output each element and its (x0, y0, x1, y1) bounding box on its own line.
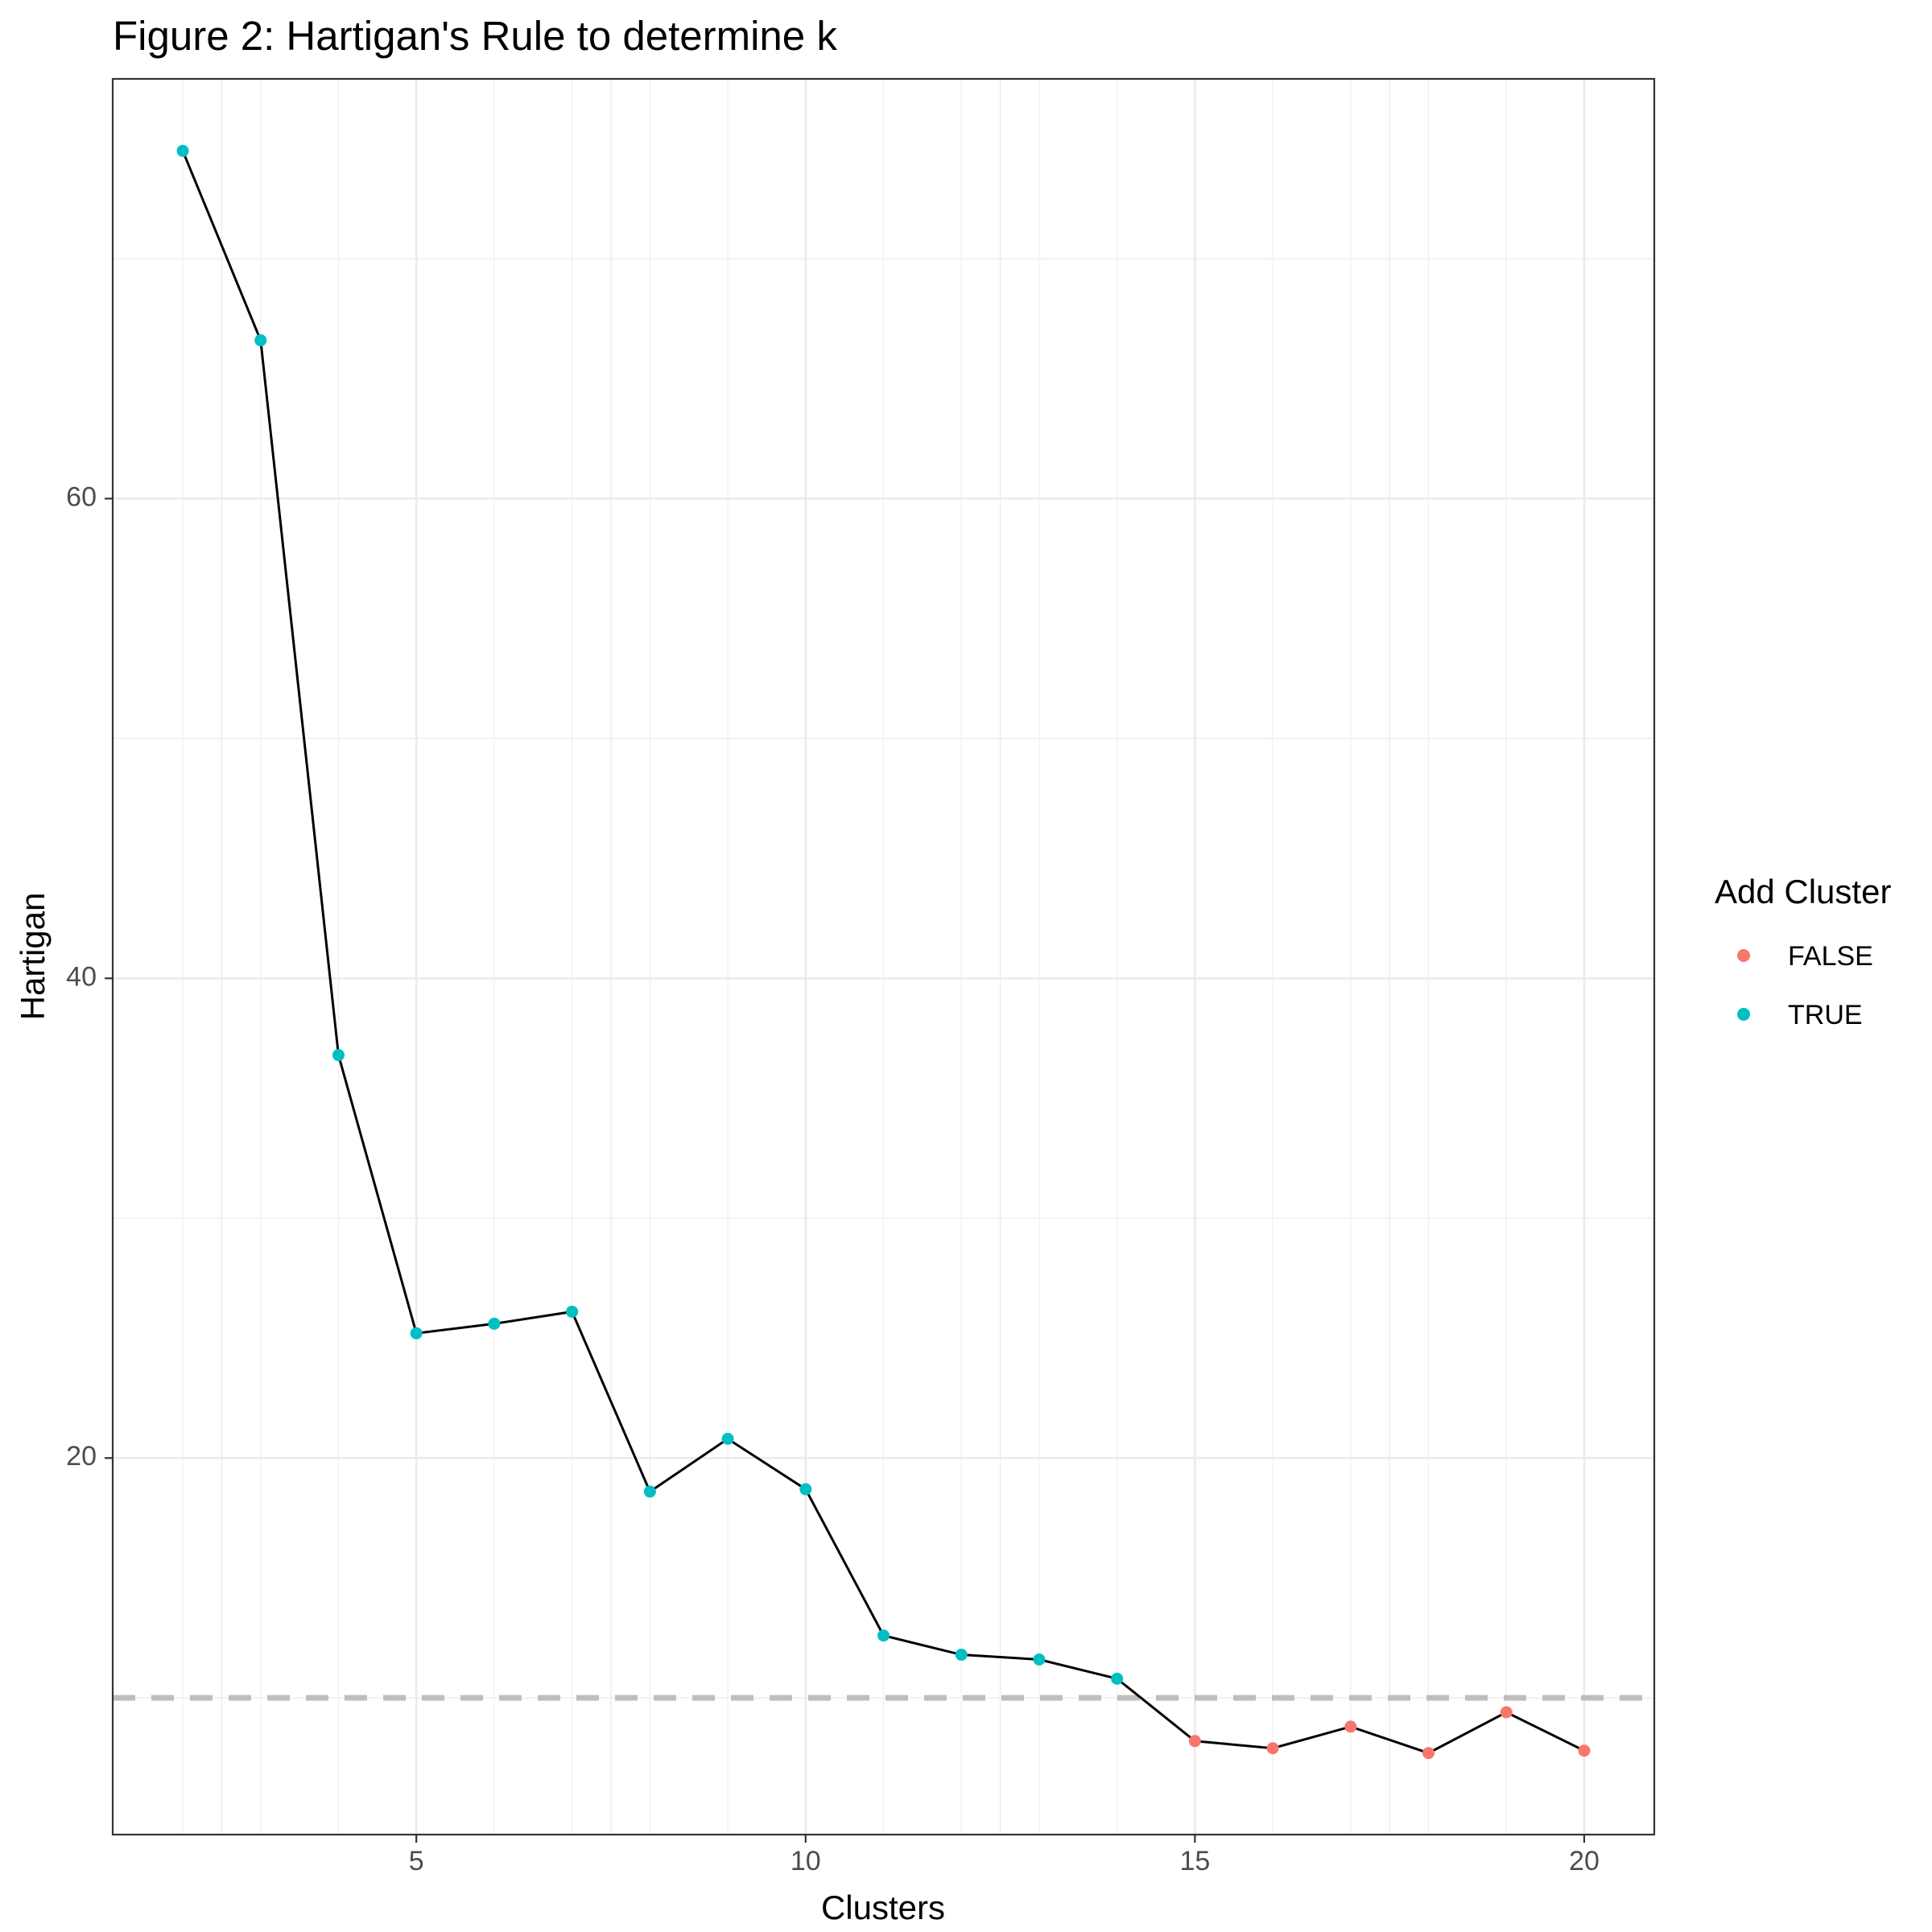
data-point-11 (877, 1629, 890, 1642)
data-point-12 (955, 1649, 968, 1662)
data-point-15 (1188, 1735, 1201, 1748)
x-axis-ticks (415, 1835, 1586, 1843)
major-gridlines-x (415, 79, 1586, 1835)
legend-label-false: FALSE (1788, 941, 1873, 972)
x-tick-label-15: 15 (1179, 1846, 1210, 1876)
x-tick-label-5: 5 (409, 1846, 424, 1876)
data-point-5 (410, 1327, 423, 1340)
major-gridlines-y (113, 497, 1654, 1459)
x-axis: 5 10 15 20 (409, 1835, 1600, 1876)
data-point-16 (1266, 1742, 1279, 1755)
data-point-7 (566, 1305, 579, 1318)
legend: Add Cluster FALSE TRUE (1715, 873, 1891, 1030)
data-point-19 (1500, 1706, 1513, 1719)
chart-title: Figure 2: Hartigan's Rule to determine k (113, 13, 837, 59)
legend-key-false (1737, 949, 1750, 962)
minor-gridlines-x (182, 79, 1507, 1835)
plot-panel-border (111, 77, 1656, 1836)
data-point-8 (643, 1485, 656, 1498)
data-point-20 (1578, 1744, 1591, 1757)
y-axis: 20 40 60 (66, 481, 113, 1472)
data-point-9 (721, 1432, 734, 1445)
data-point-13 (1033, 1653, 1046, 1666)
legend-label-true: TRUE (1788, 1000, 1863, 1030)
data-point-17 (1344, 1720, 1357, 1733)
y-tick-label-60: 60 (66, 481, 97, 512)
data-point-4 (332, 1049, 345, 1062)
legend-key-true (1737, 1008, 1750, 1021)
x-tick-label-20: 20 (1569, 1846, 1600, 1876)
data-point-10 (799, 1483, 812, 1496)
y-tick-label-20: 20 (66, 1441, 97, 1472)
y-axis-title: Hartigan (14, 893, 52, 1021)
x-axis-title: Clusters (821, 1889, 945, 1926)
x-tick-label-10: 10 (791, 1846, 821, 1876)
data-point-3 (254, 334, 267, 347)
data-point-18 (1422, 1747, 1435, 1760)
data-points (176, 144, 1591, 1760)
y-axis-ticks (105, 497, 113, 1459)
data-point-2 (176, 144, 189, 157)
data-point-6 (488, 1317, 501, 1330)
data-point-14 (1111, 1672, 1124, 1685)
y-tick-label-40: 40 (66, 961, 97, 992)
legend-title: Add Cluster (1715, 873, 1891, 910)
